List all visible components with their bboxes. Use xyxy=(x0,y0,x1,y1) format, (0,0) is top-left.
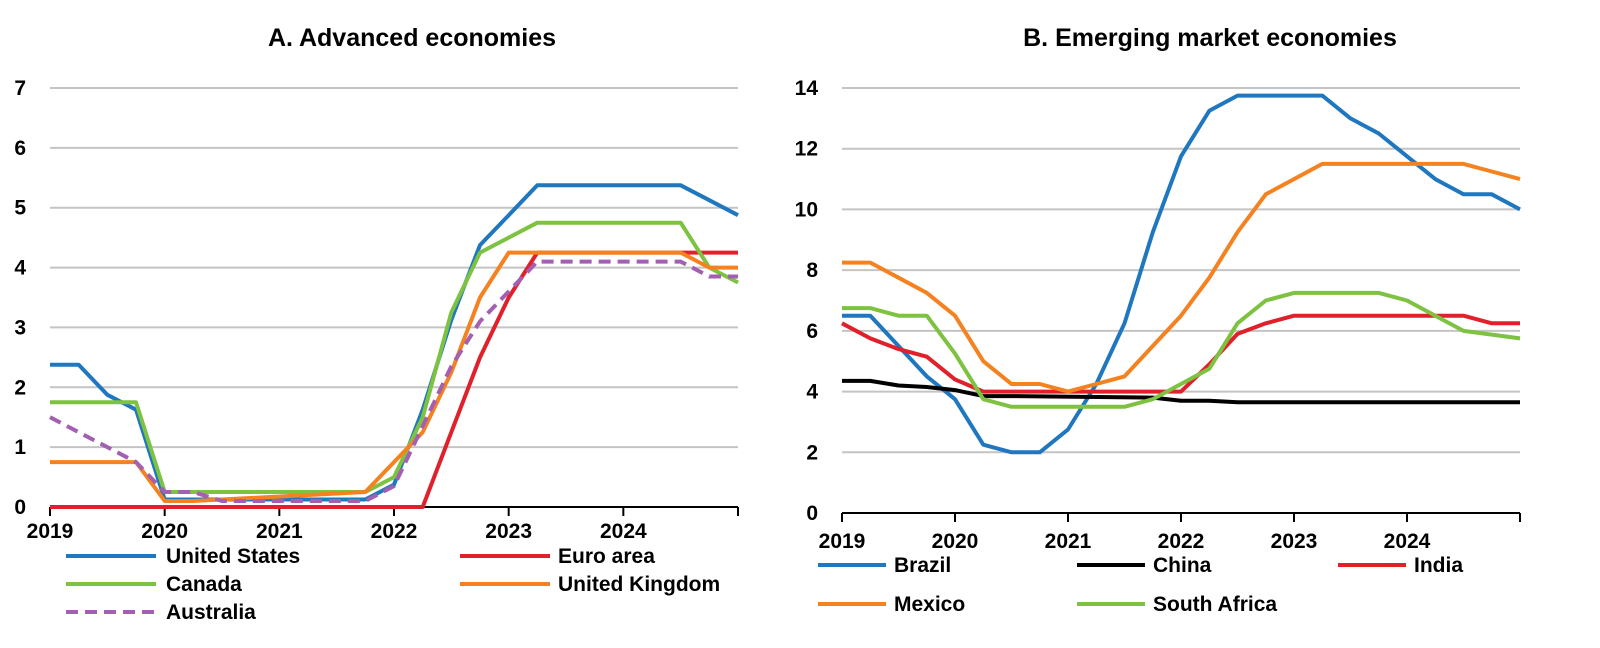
legend-label-china: China xyxy=(1153,554,1212,577)
series-line-canada xyxy=(50,220,739,494)
y-tick-label: 0 xyxy=(806,502,818,525)
panel-emerging-market-economies: B. Emerging market economies 0 2 4 6 8 10 12 14… xyxy=(795,24,1521,616)
legend-label-euro-area: Euro area xyxy=(558,545,655,568)
y-tick-label: 2 xyxy=(806,441,818,464)
panel-advanced-economies: A. Advanced economies 0 1 2 3 4 5 6 7 2019 2020 20… xyxy=(14,24,739,624)
series-line-south-africa xyxy=(842,290,1521,409)
y-tick-label: 12 xyxy=(795,138,818,161)
legend-label-australia: Australia xyxy=(166,601,256,624)
x-tick-label: 2021 xyxy=(256,520,303,543)
x-tick-label: 2020 xyxy=(141,520,188,543)
y-tick-label: 0 xyxy=(14,496,26,519)
y-tick-label: 14 xyxy=(795,77,819,100)
series-line-mexico xyxy=(842,161,1521,394)
y-tick-label: 4 xyxy=(14,257,26,280)
legend-label-united-kingdom: United Kingdom xyxy=(558,573,720,596)
x-tick-label: 2023 xyxy=(1271,530,1318,553)
chart-title: B. Emerging market economies xyxy=(1023,24,1397,52)
y-tick-label: 1 xyxy=(14,436,26,459)
legend-label-brazil: Brazil xyxy=(894,554,951,577)
y-tick-label: 10 xyxy=(795,198,818,221)
legend-label-mexico: Mexico xyxy=(894,593,965,616)
legend-label-canada: Canada xyxy=(166,573,242,596)
y-tick-label: 5 xyxy=(14,197,26,220)
series-line-united-kingdom xyxy=(50,250,738,503)
x-tick-label: 2020 xyxy=(932,530,979,553)
y-tick-label: 6 xyxy=(806,320,818,343)
x-tick-label: 2019 xyxy=(27,520,74,543)
legend-label-united-states: United States xyxy=(166,545,300,568)
x-tick-label: 2022 xyxy=(371,520,418,543)
x-tick-label: 2022 xyxy=(1158,530,1205,553)
x-tick-label: 2024 xyxy=(1384,530,1431,553)
series-line-australia xyxy=(49,259,738,503)
y-tick-label: 4 xyxy=(806,381,818,404)
y-tick-label: 7 xyxy=(14,77,26,100)
series-line-india xyxy=(841,313,1520,394)
series-line-brazil xyxy=(842,93,1521,455)
legend-label-india: India xyxy=(1414,554,1463,577)
series-line-china xyxy=(842,378,1520,405)
x-tick-label: 2023 xyxy=(485,520,532,543)
chart-title: A. Advanced economies xyxy=(268,24,556,52)
y-tick-label: 3 xyxy=(14,316,26,339)
x-tick-label: 2021 xyxy=(1045,530,1092,553)
x-tick-label: 2024 xyxy=(600,520,647,543)
x-tick-label: 2019 xyxy=(819,530,866,553)
y-tick-label: 6 xyxy=(14,137,26,160)
y-tick-label: 2 xyxy=(14,376,26,399)
y-tick-label: 8 xyxy=(806,259,818,282)
legend-label-south-africa: South Africa xyxy=(1153,593,1277,616)
